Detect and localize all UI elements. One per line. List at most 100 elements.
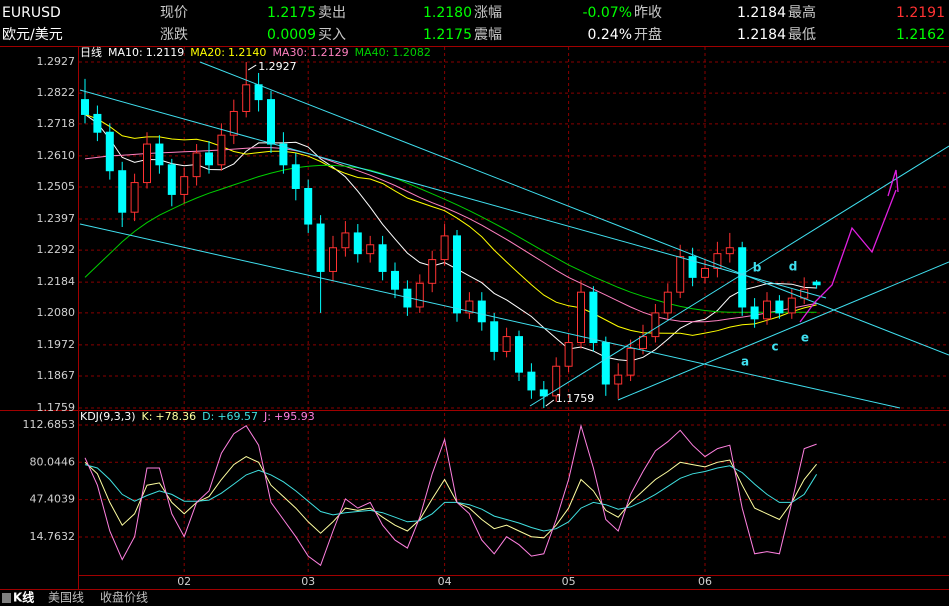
candle-body <box>155 143 164 166</box>
projection-path <box>799 189 897 323</box>
symbol: EURUSD <box>2 5 61 21</box>
candle-body <box>626 347 635 376</box>
candle-body <box>205 152 213 166</box>
quote-label: 涨跌 <box>160 27 188 43</box>
candle-body <box>564 342 573 367</box>
candle-body <box>378 244 387 272</box>
candle-body <box>415 282 424 308</box>
quote-label: 最低 <box>788 27 816 43</box>
legend-name: MA40: <box>355 46 390 59</box>
candle-body <box>130 182 139 213</box>
candle-body <box>738 247 747 308</box>
y-tick-label: 47.4039 <box>30 493 76 506</box>
line-series <box>84 464 818 532</box>
candle-body <box>353 232 362 255</box>
candle-body <box>167 164 176 195</box>
high-pointer <box>247 64 257 71</box>
candle-body <box>713 253 722 269</box>
candle-body <box>440 235 449 261</box>
candle-body <box>391 270 399 290</box>
quote-value: 1.2184 <box>737 27 786 43</box>
candle-body <box>651 312 660 338</box>
legend: 日线 MA10: 1.2119 MA20: 1.2140 MA30: 1.2129 MA40:… <box>80 45 431 59</box>
quote-value: 1.2184 <box>737 5 786 21</box>
view-tab[interactable]: 收盘价线 <box>100 590 148 605</box>
legend-name: MA30: <box>272 46 307 59</box>
view-tab[interactable]: K线 <box>13 590 34 605</box>
quote-label: 现价 <box>160 5 188 21</box>
view-tab[interactable]: 美国线 <box>48 591 84 605</box>
quote-label: 昨收 <box>634 5 662 21</box>
line-series <box>84 423 817 567</box>
quote-value: 1.2180 <box>423 5 472 21</box>
candle-body <box>601 342 610 385</box>
quote-value: 1.2162 <box>896 27 945 43</box>
y-tick-label: 1.1972 <box>37 338 76 351</box>
legend-name: MA10: <box>108 46 143 59</box>
projection-arrow <box>887 169 899 197</box>
line-series <box>84 113 817 336</box>
line-series <box>84 456 817 539</box>
legend: KDJ(9,3,3) K: +78.36 D: +69.57 J: +95.93 <box>80 410 315 423</box>
quote-label: 买入 <box>318 27 346 43</box>
legend-value: +69.57 <box>217 410 258 423</box>
x-tick-label: 05 <box>562 575 576 588</box>
candle-body <box>304 187 313 225</box>
quote-label: 涨幅 <box>474 5 502 21</box>
quote-label: 开盘 <box>634 26 662 43</box>
quote-value: -0.07% <box>582 5 632 21</box>
candle-body <box>775 300 784 314</box>
y-tick-label: 1.2080 <box>37 306 76 319</box>
x-tick-label: 03 <box>301 575 315 588</box>
candle-body <box>291 164 300 189</box>
wave-label: a <box>741 355 749 369</box>
y-tick-label: 112.6853 <box>23 418 76 431</box>
trend-line <box>79 89 827 299</box>
trend-line <box>617 261 949 401</box>
candle-body <box>552 365 561 397</box>
candle-body <box>192 152 201 178</box>
quote-value: 1.2175 <box>267 5 316 21</box>
plot: EURUSD 现价 1.2175 卖出 1.2180 涨幅 -0.07% 昨收 1.2184 最高… <box>2 4 949 588</box>
candle-body <box>812 281 821 286</box>
candle-body <box>663 291 672 314</box>
candle-body <box>254 84 263 101</box>
candle-body <box>527 371 536 391</box>
candle-body <box>366 244 375 255</box>
candle-body <box>676 256 685 293</box>
legend-name: J: <box>263 410 271 423</box>
legend-value: +95.93 <box>274 410 315 423</box>
candle-body <box>614 374 623 385</box>
candle-body <box>539 389 548 397</box>
trend-lines <box>79 61 949 409</box>
legend-value: 1.2140 <box>228 46 267 59</box>
candle-body <box>143 143 151 184</box>
candle-body <box>490 321 499 352</box>
wave-label: e <box>801 331 809 345</box>
quote-label: 震幅 <box>474 27 502 43</box>
low-label: 1.1759 <box>556 392 595 405</box>
candle-body <box>316 223 325 272</box>
candle-body <box>577 291 585 344</box>
x-tick-label: 06 <box>698 575 712 588</box>
quote-value: 0.24% <box>588 27 632 43</box>
line-series <box>84 147 817 323</box>
y-tick-label: 14.7632 <box>30 530 76 543</box>
y-tick-label: 1.2184 <box>37 275 76 288</box>
y-tick-label: 1.2610 <box>37 149 76 162</box>
candle-body <box>787 297 796 314</box>
y-tick-label: 1.2397 <box>37 212 76 225</box>
legend-value: 1.2129 <box>310 46 349 59</box>
frame <box>0 46 949 590</box>
legend-value: +78.36 <box>155 410 196 423</box>
candle-body <box>589 291 598 344</box>
candle-body <box>217 134 226 166</box>
wave-label: b <box>753 261 762 275</box>
candle-body <box>725 247 734 255</box>
high-label: 1.2927 <box>258 60 297 73</box>
quote-label: 最高 <box>788 4 816 21</box>
candle-body <box>502 336 511 352</box>
